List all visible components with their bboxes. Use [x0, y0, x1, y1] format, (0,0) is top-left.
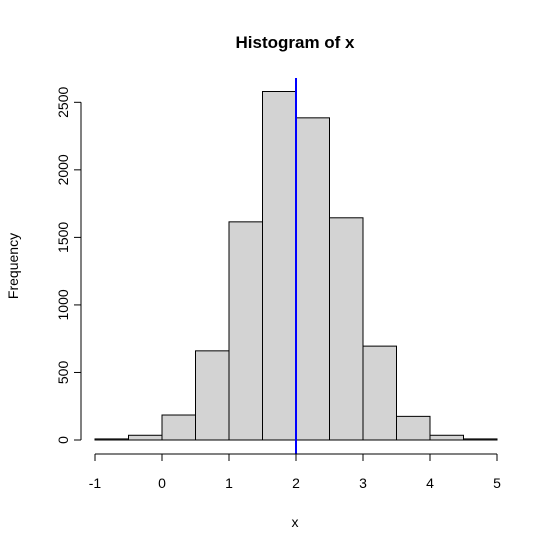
histogram-bar	[161, 414, 196, 441]
y-tick-label: 1000	[55, 289, 71, 320]
x-axis: -1 0 1 2 3 4 5	[89, 453, 501, 491]
histogram-bar	[94, 438, 129, 441]
x-tick-label: 3	[359, 475, 367, 491]
x-tick-label: 1	[225, 475, 233, 491]
x-axis-label: x	[292, 514, 299, 530]
histogram-bar	[128, 434, 163, 441]
histogram-bar	[195, 350, 230, 441]
y-tick-label: 1500	[55, 222, 71, 253]
histogram-bar	[396, 415, 431, 441]
x-tick-label: -1	[89, 475, 102, 491]
y-tick-label: 500	[55, 361, 71, 385]
histogram-bar	[429, 434, 464, 441]
histogram-bar	[295, 117, 330, 441]
y-tick-label: 0	[55, 436, 71, 444]
y-axis-label: Frequency	[5, 233, 21, 299]
bars-group	[94, 91, 498, 441]
chart-title: Histogram of x	[235, 33, 355, 52]
histogram-bar	[329, 217, 364, 441]
x-tick-label: 2	[292, 475, 300, 491]
x-tick-label: 4	[426, 475, 434, 491]
histogram-bar	[463, 438, 498, 441]
histogram-bar	[262, 91, 297, 441]
y-tick-label: 2500	[55, 87, 71, 118]
histogram-bar	[362, 345, 397, 441]
x-tick-label: 0	[158, 475, 166, 491]
x-tick-label: 5	[493, 475, 501, 491]
histogram-bar	[228, 221, 263, 441]
y-axis: 0 500 1000 1500 2000 2500	[55, 87, 82, 444]
y-tick-label: 2000	[55, 154, 71, 185]
